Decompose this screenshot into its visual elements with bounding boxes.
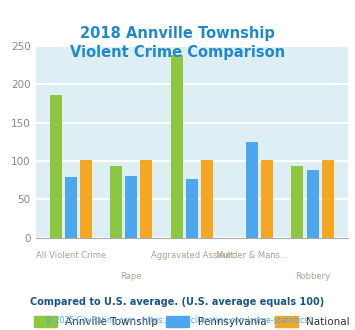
Bar [110, 166, 122, 238]
Legend: Annville Township, Pennsylvania, National: Annville Township, Pennsylvania, Nationa… [34, 315, 349, 327]
Text: Aggravated Assault: Aggravated Assault [151, 251, 233, 260]
Bar [201, 160, 213, 238]
Text: 2018 Annville Township
Violent Crime Comparison: 2018 Annville Township Violent Crime Com… [70, 26, 285, 60]
Bar [261, 160, 273, 238]
Bar [50, 95, 62, 238]
Bar [291, 166, 304, 238]
Bar [80, 160, 92, 238]
Bar [186, 180, 198, 238]
Text: © 2025 CityRating.com - https://www.cityrating.com/crime-statistics/: © 2025 CityRating.com - https://www.city… [45, 316, 310, 325]
Text: Compared to U.S. average. (U.S. average equals 100): Compared to U.S. average. (U.S. average … [31, 297, 324, 307]
Bar [322, 160, 334, 238]
Text: All Violent Crime: All Violent Crime [36, 251, 106, 260]
Bar [65, 177, 77, 238]
Text: Rape: Rape [121, 272, 142, 281]
Bar [246, 142, 258, 238]
Bar [140, 160, 152, 238]
Bar [125, 176, 137, 238]
Bar [170, 55, 182, 238]
Text: Robbery: Robbery [295, 272, 330, 281]
Bar [306, 170, 318, 238]
Text: Murder & Mans...: Murder & Mans... [216, 251, 288, 260]
